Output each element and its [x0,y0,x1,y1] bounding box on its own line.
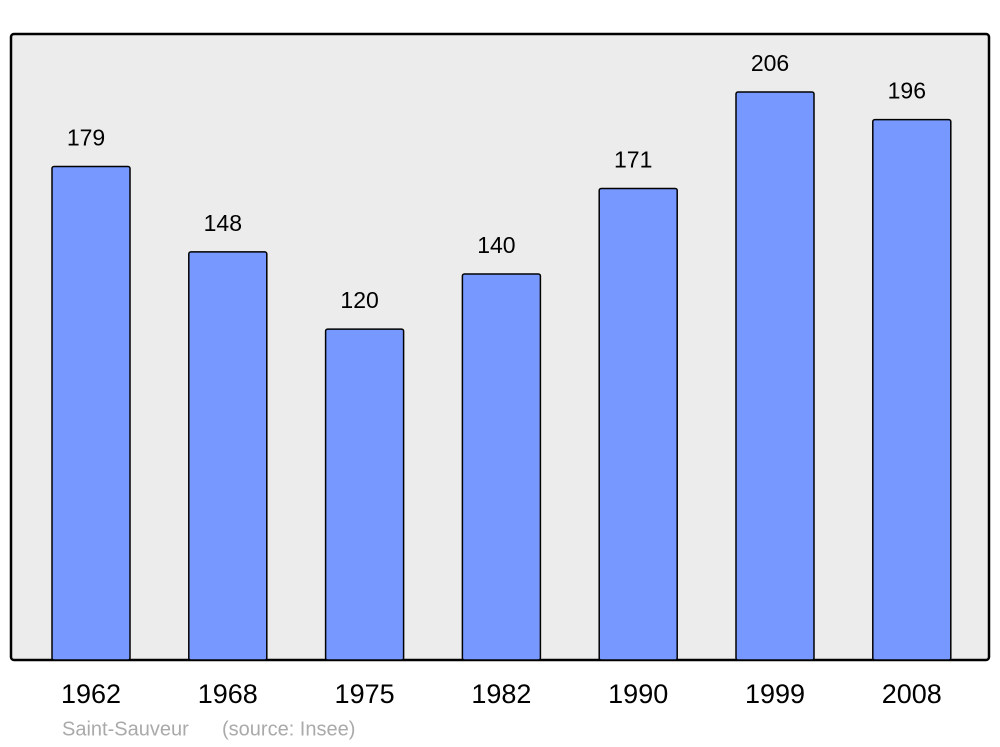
bar [461,273,542,661]
value-label: 120 [340,287,378,313]
x-tick-label: 1962 [61,679,121,709]
x-tick-label: 1982 [471,679,531,709]
value-label: 196 [888,78,926,104]
source-note: (source: Insee) [222,718,355,740]
value-label: 140 [477,232,515,258]
value-label: 171 [614,147,652,173]
x-tick-label: 2008 [882,679,942,709]
x-tick-label: 1975 [335,679,395,709]
value-label: 148 [204,210,242,236]
bar [872,118,952,661]
value-label: 206 [751,50,789,76]
bar [51,165,131,661]
chart-title: Saint-Sauveur [62,718,189,740]
bar [598,187,678,661]
x-tick-label: 1968 [198,679,258,709]
bar [188,251,268,661]
bar [324,328,405,661]
x-tick-label: 1999 [745,679,805,709]
value-label: 179 [67,125,105,151]
x-tick-label: 1990 [608,679,668,709]
bar [735,91,815,661]
